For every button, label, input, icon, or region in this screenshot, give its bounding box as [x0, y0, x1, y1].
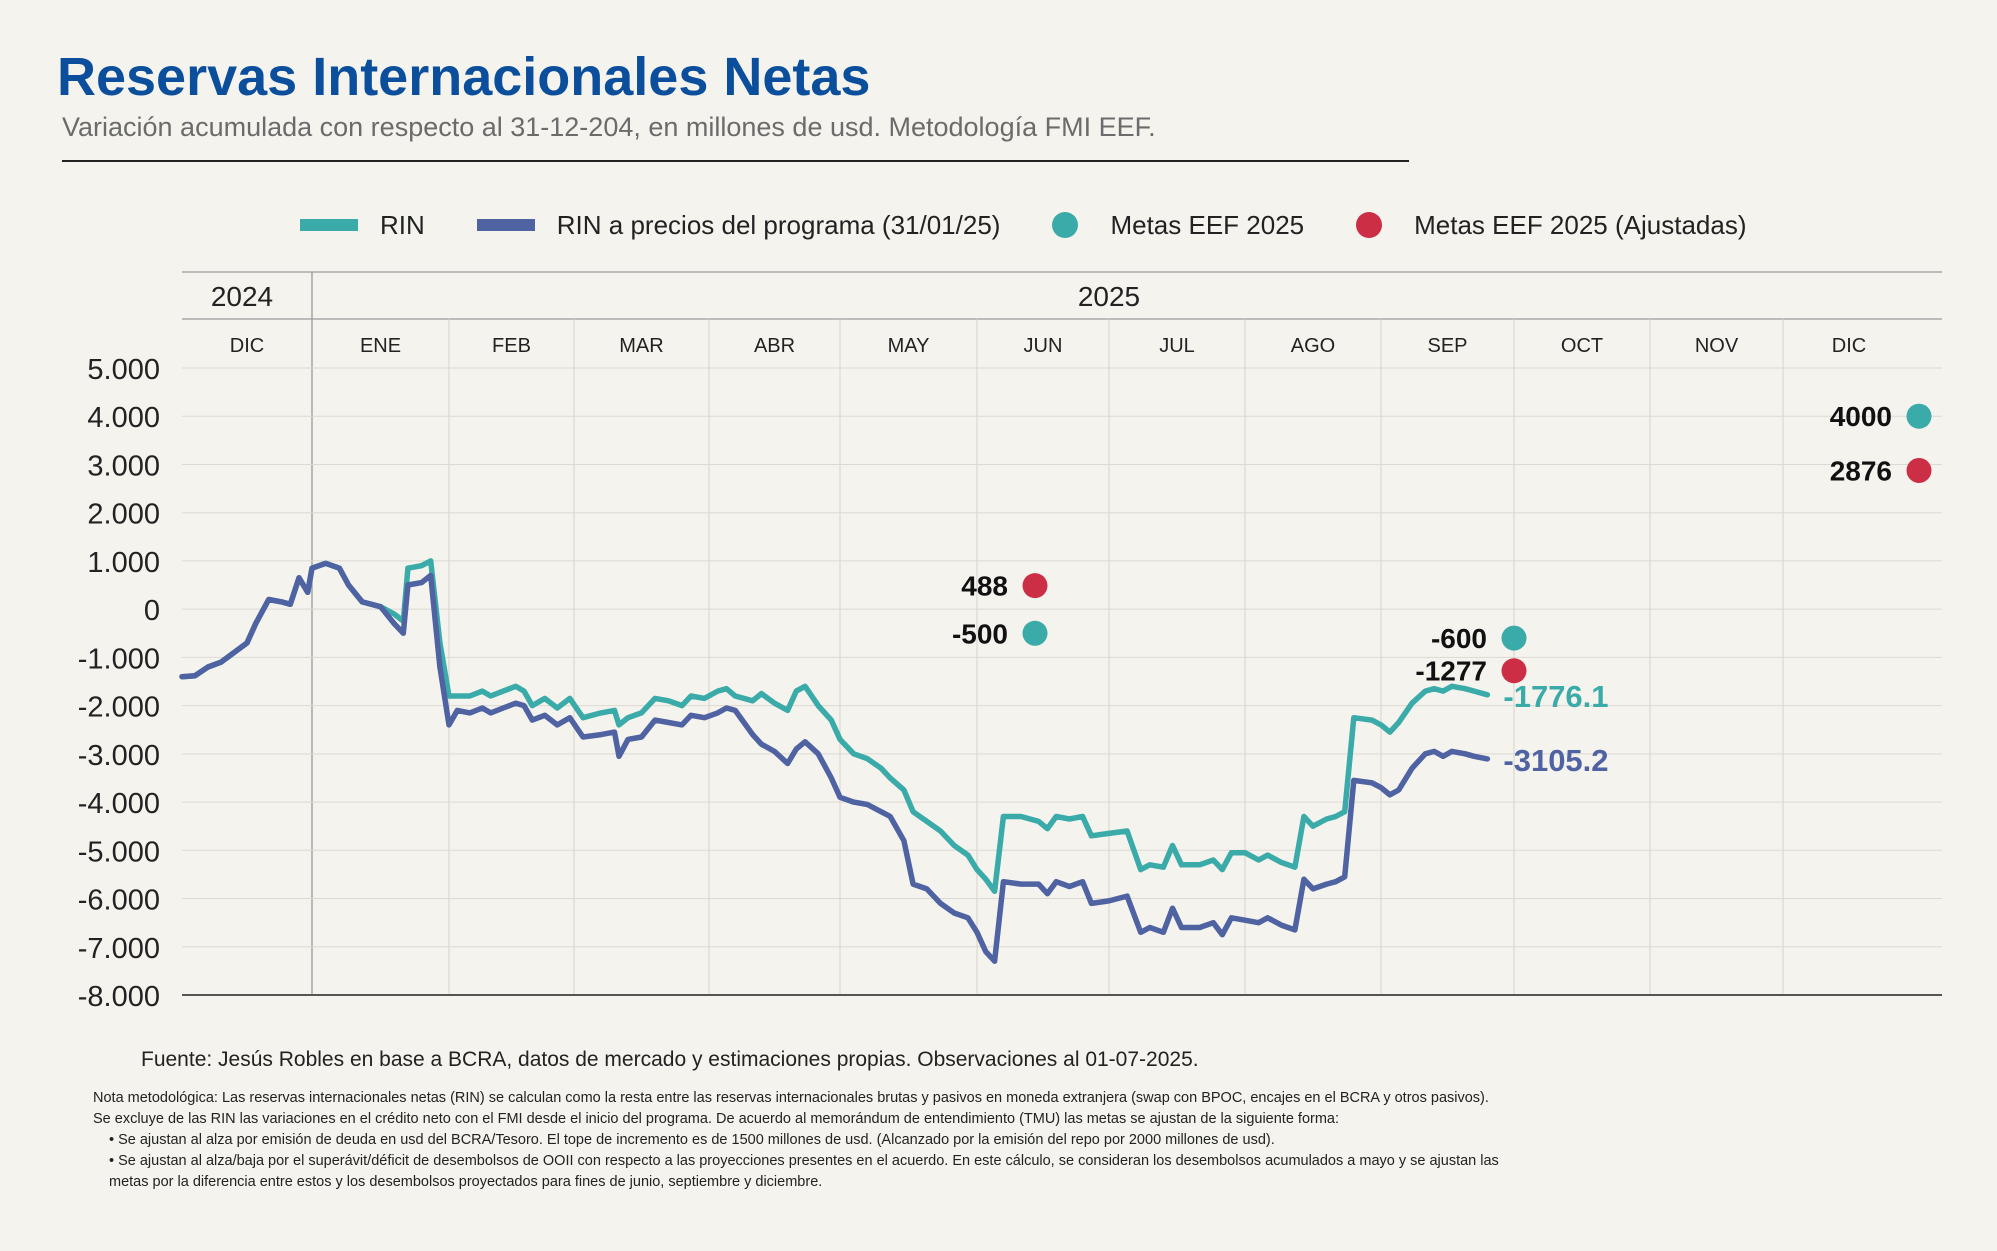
legend-item-rin-prog: RIN a precios del programa (31/01/25): [476, 209, 1001, 241]
legend-label-rin: RIN: [380, 209, 425, 240]
page-title: Reservas Internacionales Netas: [57, 47, 871, 107]
note-line-1: Nota metodológica: Las reservas internac…: [93, 1090, 1489, 1106]
title-divider: [62, 160, 1409, 162]
month-label: ABR: [754, 335, 795, 357]
y-tick-label: 4.000: [87, 402, 160, 434]
month-label: AGO: [1291, 335, 1335, 357]
page-subtitle: Variación acumulada con respecto al 31-1…: [62, 112, 1156, 142]
month-label: NOV: [1695, 335, 1739, 357]
y-tick-label: -3.000: [78, 740, 160, 772]
y-tick-label: 0: [144, 595, 160, 627]
note-bullet-2: • Se ajustan al alza/baja por el superáv…: [109, 1153, 1499, 1169]
y-tick-label: 5.000: [87, 354, 160, 386]
meta-label: -500: [952, 618, 1008, 649]
legend-swatch-metas: [1052, 212, 1079, 238]
month-label: OCT: [1561, 335, 1603, 357]
month-label: SEP: [1427, 335, 1467, 357]
y-tick-label: -7.000: [78, 933, 160, 965]
series-line: [179, 560, 1491, 964]
legend-swatch-metas-aj: [1356, 212, 1383, 238]
month-label: DIC: [1832, 335, 1866, 357]
series-line: [179, 558, 1491, 895]
y-tick-label: -5.000: [78, 836, 160, 868]
legend-label-metas-aj: Metas EEF 2025 (Ajustadas): [1414, 209, 1747, 240]
month-label: ENE: [360, 335, 401, 357]
meta-point: [1022, 620, 1048, 646]
meta-ajustada-point: [1022, 573, 1048, 599]
methodology-notes: Nota metodológica: Las reservas internac…: [93, 1088, 1653, 1193]
meta-ajustada-point: [1501, 658, 1527, 684]
legend-label-rin-prog: RIN a precios del programa (31/01/25): [556, 209, 1001, 240]
legend-label-metas: Metas EEF 2025: [1110, 209, 1305, 240]
y-tick-label: 3.000: [87, 450, 160, 482]
meta-ajustada-label: 2876: [1830, 455, 1892, 486]
month-label: FEB: [492, 335, 531, 357]
note-bullet-1: • Se ajustan al alza por emisión de deud…: [109, 1132, 1275, 1148]
month-label: JUL: [1159, 335, 1195, 357]
legend-item-metas: Metas EEF 2025: [1052, 210, 1304, 241]
year-label: 2025: [1078, 281, 1140, 312]
meta-label: -600: [1431, 623, 1487, 654]
series-end-label: -1776.1: [1503, 679, 1608, 714]
month-label: DIC: [230, 335, 264, 357]
month-label: JUN: [1024, 335, 1063, 357]
y-tick-label: 1.000: [87, 547, 160, 579]
note-bullet-2-cont: metas por la diferencia entre estos y lo…: [109, 1174, 823, 1190]
legend-item-metas-aj: Metas EEF 2025 (Ajustadas): [1356, 209, 1747, 241]
y-tick-label: -1.000: [78, 643, 160, 675]
series-end-label: -3105.2: [1503, 743, 1608, 778]
y-tick-label: -8.000: [78, 981, 160, 1013]
legend-item-rin: RIN: [300, 210, 425, 241]
meta-ajustada-label: 488: [961, 571, 1008, 602]
y-tick-label: 2.000: [87, 499, 160, 531]
y-tick-label: -4.000: [78, 788, 160, 820]
meta-label: 4000: [1830, 401, 1892, 432]
meta-point: [1501, 625, 1527, 651]
meta-ajustada-label: -1277: [1415, 656, 1487, 687]
legend-swatch-rin-prog: [476, 219, 535, 231]
chart-legend: RIN RIN a precios del programa (31/01/25…: [300, 205, 1799, 245]
year-label: 2024: [211, 281, 273, 312]
meta-ajustada-point: [1906, 457, 1932, 483]
y-tick-label: -2.000: [78, 692, 160, 724]
y-tick-label: -6.000: [78, 885, 160, 917]
month-label: MAR: [619, 335, 663, 357]
source-note: Fuente: Jesús Robles en base a BCRA, dat…: [141, 1048, 1199, 1071]
legend-swatch-rin: [300, 219, 358, 231]
meta-point: [1906, 403, 1932, 429]
note-line-2: Se excluye de las RIN las variaciones en…: [93, 1111, 1340, 1127]
month-label: MAY: [888, 335, 930, 357]
